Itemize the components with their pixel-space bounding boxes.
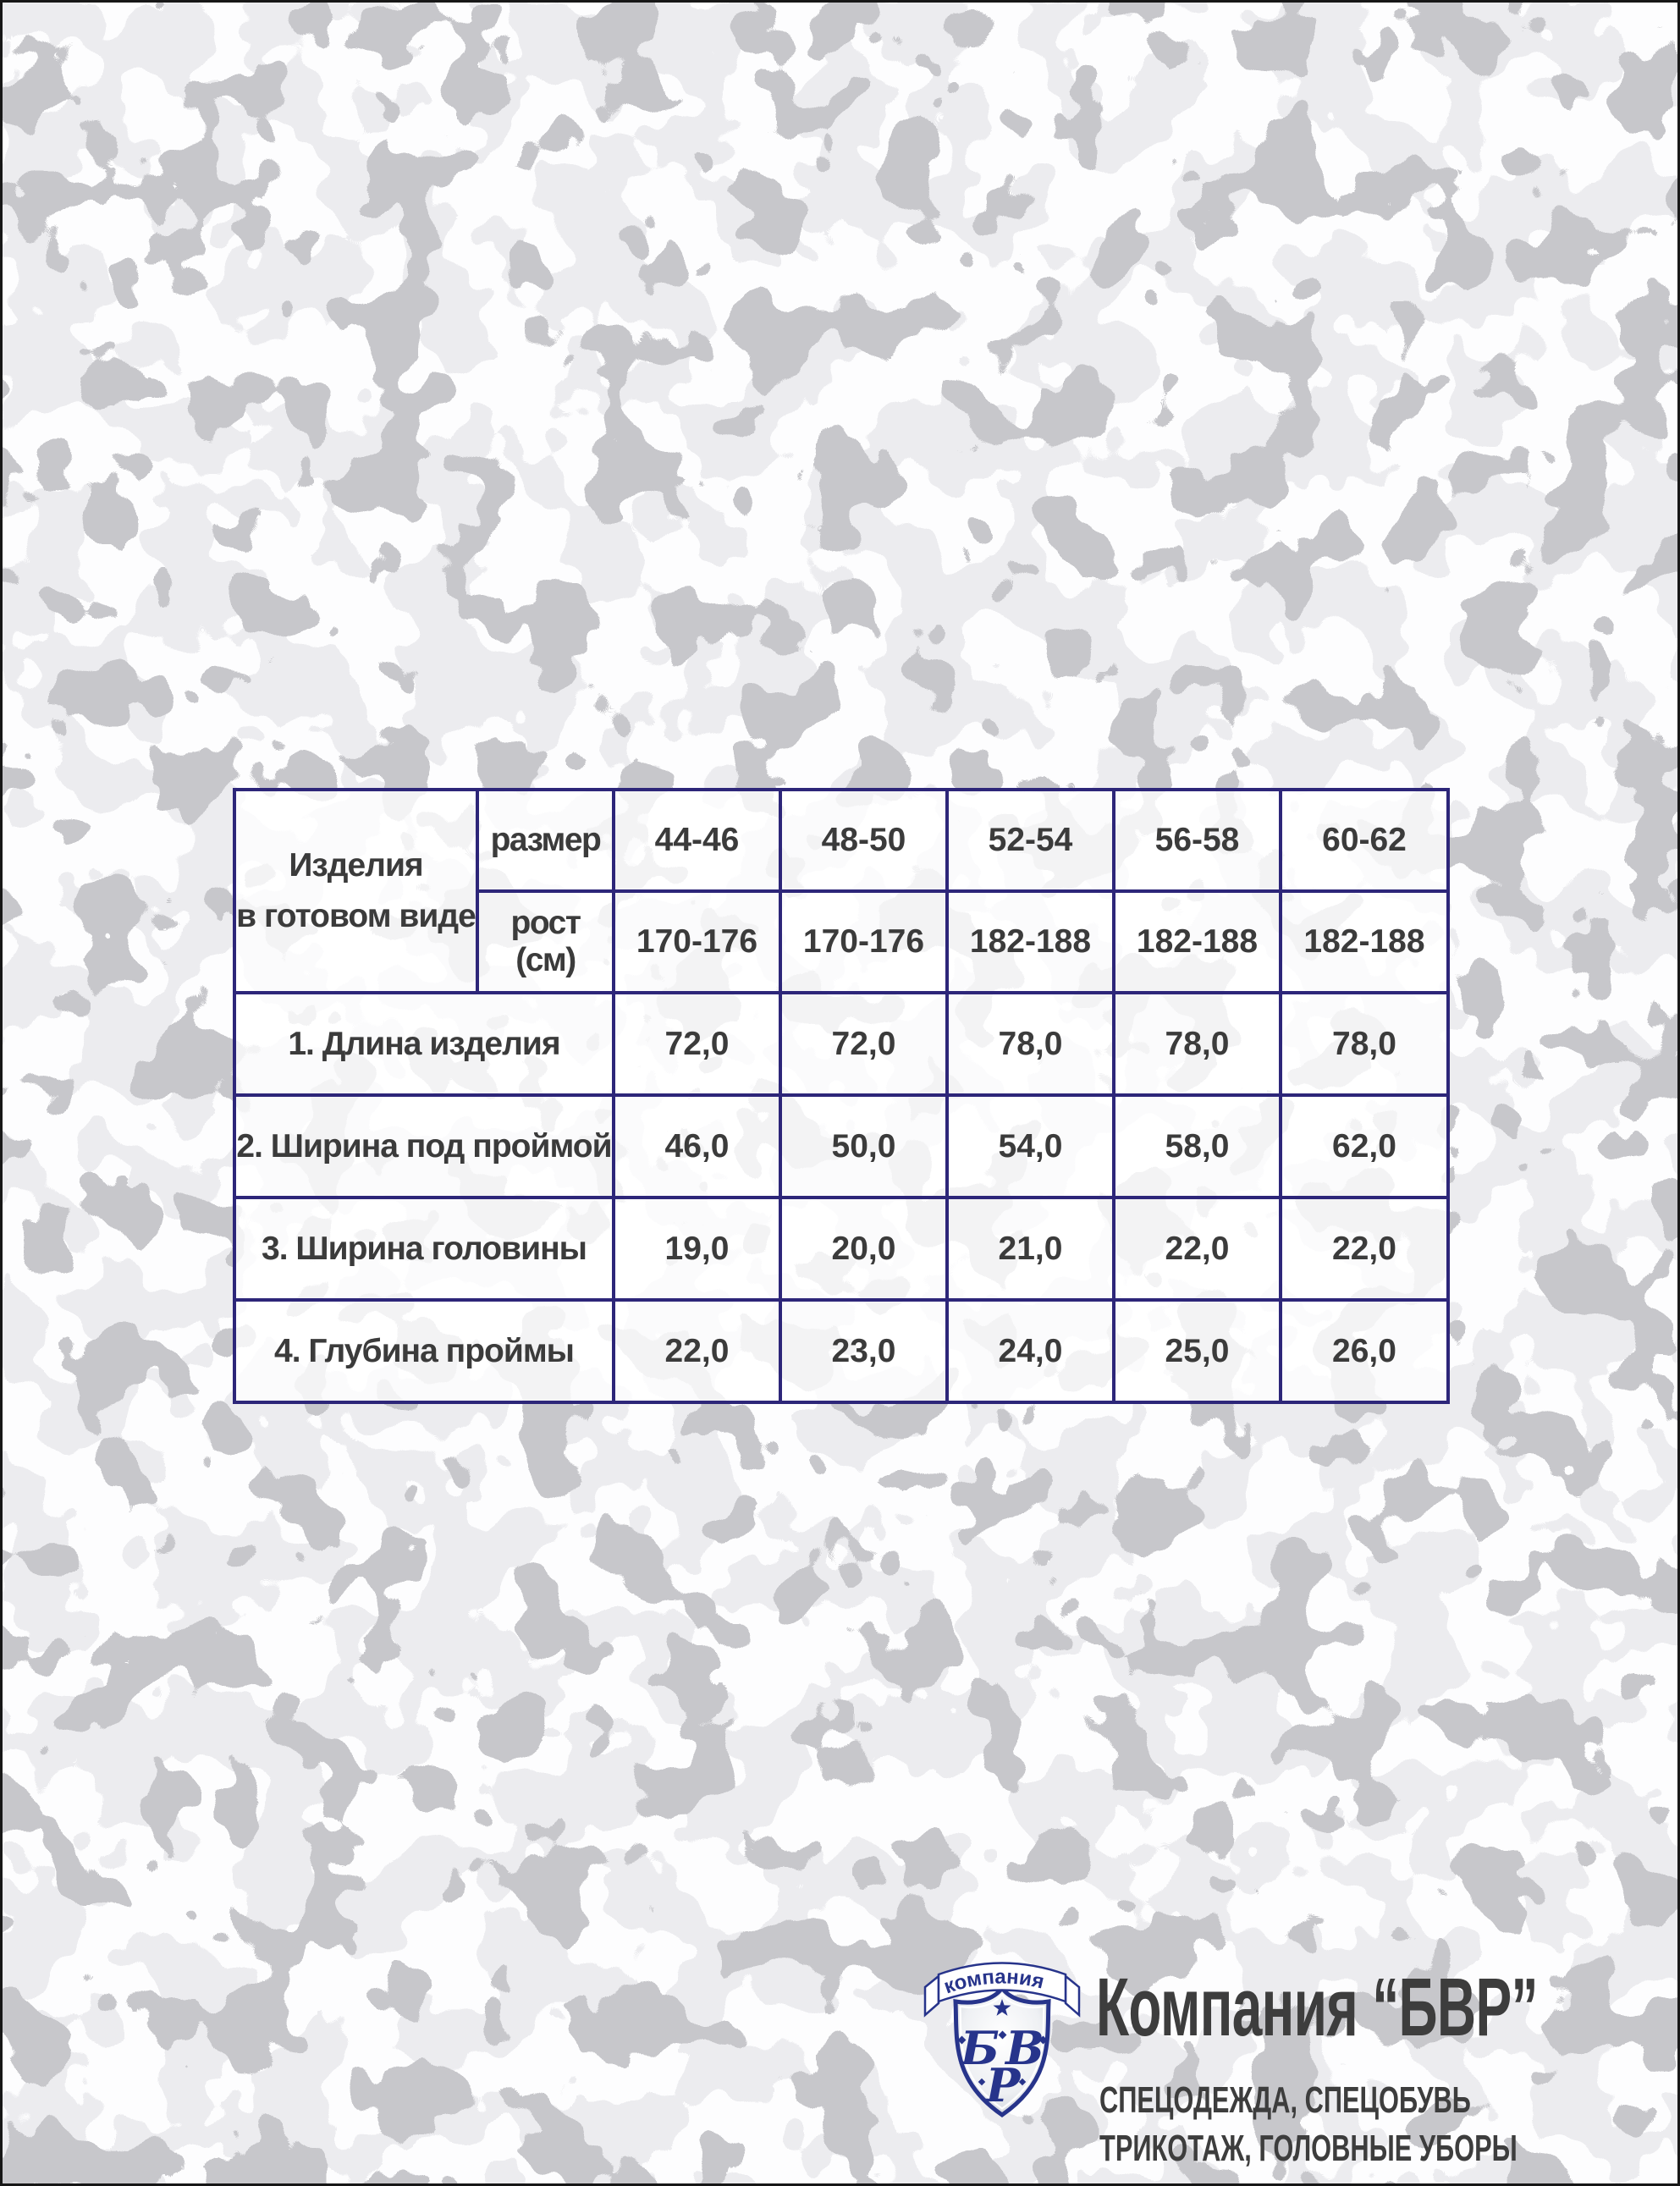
measure-value: 23,0: [779, 1298, 949, 1404]
size-col-header: 52-54: [945, 788, 1115, 893]
measure-value: 46,0: [612, 1093, 782, 1199]
corner-line1: Изделия: [289, 846, 423, 884]
height-row-label: рост (см): [476, 889, 615, 994]
table-row-size-header: Изделия в готовом виде размер 44-46 48-5…: [233, 788, 1450, 994]
measure-value: 22,0: [1279, 1196, 1450, 1302]
measure-value: 22,0: [1112, 1196, 1282, 1302]
corner-cell: Изделия в готовом виде: [233, 788, 479, 994]
table-row-height-header: рост (см) 170-176 170-176 182-188 182-18…: [234, 889, 1450, 994]
measure-label: 4. Глубина проймы: [233, 1298, 615, 1404]
measure-value: 25,0: [1112, 1298, 1282, 1404]
corner-line2: в готовом виде: [236, 898, 476, 934]
measure-label: 1. Длина изделия: [233, 991, 615, 1097]
measure-label: 2. Ширина под проймой: [233, 1093, 615, 1199]
size-table: Изделия в готовом виде размер 44-46 48-5…: [233, 788, 1450, 1404]
subtitle-line2: ТРИКОТАЖ, ГОЛОВНЫЕ УБОРЫ: [1099, 2128, 1518, 2170]
size-col-header: 48-50: [779, 788, 949, 893]
measure-value: 50,0: [779, 1093, 949, 1199]
table-row: 2. Ширина под проймой 46,0 50,0 54,0 58,…: [233, 1093, 1450, 1199]
measure-value: 72,0: [779, 991, 949, 1097]
measure-value: 54,0: [945, 1093, 1115, 1199]
height-col-header: 170-176: [779, 889, 949, 994]
measure-value: 72,0: [612, 991, 782, 1097]
subtitle-line1: СПЕЦОДЕЖДА, СПЕЦОБУВЬ: [1099, 2079, 1471, 2121]
measure-value: 22,0: [612, 1298, 782, 1404]
table-row: 3. Ширина головины 19,0 20,0 21,0 22,0 2…: [233, 1196, 1450, 1302]
size-col-header: 56-58: [1112, 788, 1282, 893]
size-col-header: 60-62: [1279, 788, 1450, 893]
shield-body: [953, 1984, 1051, 2118]
star-icon: [993, 1999, 1011, 2016]
measure-value: 21,0: [945, 1196, 1115, 1302]
measure-value: 58,0: [1112, 1093, 1282, 1199]
monogram-letter-r: Р: [984, 2058, 1022, 2112]
measure-value: 62,0: [1279, 1093, 1450, 1199]
size-row-label: размер: [476, 788, 615, 893]
measure-value: 24,0: [945, 1298, 1115, 1404]
height-col-header: 182-188: [1112, 889, 1282, 994]
measure-label: 3. Ширина головины: [233, 1196, 615, 1302]
measure-value: 20,0: [779, 1196, 949, 1302]
company-logo-shield: Б В Р компания: [923, 1962, 1081, 2118]
company-name: Компания “БВР”: [1096, 1961, 1539, 2053]
height-col-header: 182-188: [1279, 889, 1450, 994]
height-col-header: 182-188: [945, 889, 1115, 994]
measure-value: 78,0: [1279, 991, 1450, 1097]
table-row: 1. Длина изделия 72,0 72,0 78,0 78,0 78,…: [233, 991, 1450, 1097]
monogram-letter-b2: В: [1004, 2021, 1044, 2075]
measure-value: 78,0: [1112, 991, 1282, 1097]
size-col-header: 44-46: [612, 788, 782, 893]
table-row: 4. Глубина проймы 22,0 23,0 24,0 25,0 26…: [233, 1298, 1450, 1404]
measure-value: 26,0: [1279, 1298, 1450, 1404]
monogram-letter-b1: Б: [959, 2021, 1000, 2075]
measure-value: 19,0: [612, 1196, 782, 1302]
company-subtitle: СПЕЦОДЕЖДА, СПЕЦОБУВЬ ТРИКОТАЖ, ГОЛОВНЫЕ…: [1099, 2076, 1518, 2172]
page-content: Изделия в готовом виде размер 44-46 48-5…: [3, 3, 1677, 2183]
height-col-header: 170-176: [612, 889, 782, 994]
monogram: Б В Р: [957, 2021, 1048, 2112]
measure-value: 78,0: [945, 991, 1115, 1097]
